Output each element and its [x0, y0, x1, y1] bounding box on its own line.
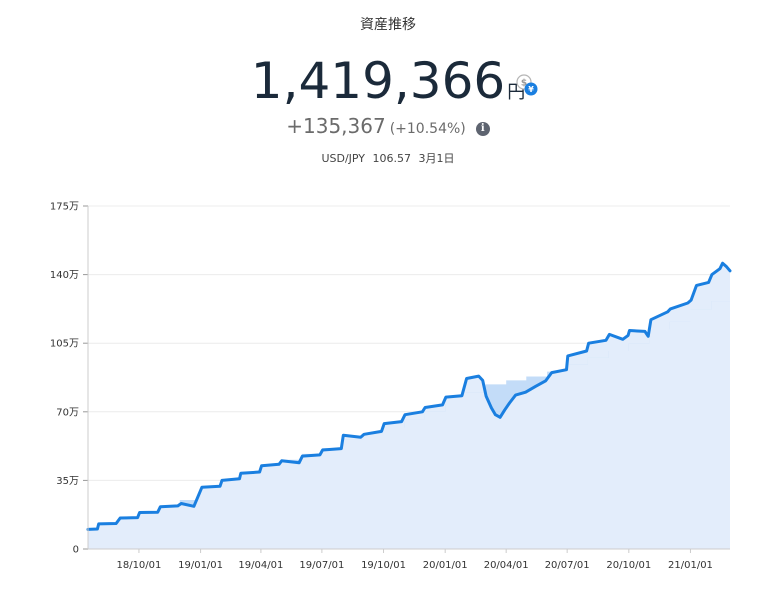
svg-text:$: $	[521, 79, 527, 89]
x-tick-label: 19/07/01	[299, 560, 344, 571]
chart-areas	[88, 263, 730, 549]
fx-pair: USD/JPY	[321, 152, 366, 165]
x-tick-label: 20/07/01	[545, 560, 590, 571]
chart-lines	[86, 261, 732, 531]
y-tick-label: 70万	[56, 407, 79, 418]
y-tick-label: 35万	[56, 476, 79, 487]
asset-chart: 0 35万 70万 105万 140万 175万 18/10/01 19/01/01 19/0…	[50, 202, 732, 571]
change-value: +135,367	[286, 114, 386, 138]
market-value-line	[86, 261, 732, 531]
x-tick-label: 19/10/01	[361, 560, 406, 571]
change-percent: (+10.54%)	[389, 121, 466, 137]
fx-date: 3月1日	[418, 152, 455, 165]
x-axis: 18/10/01 19/01/01 19/04/01 19/07/01 19/10/01…	[88, 548, 730, 571]
y-tick-label: 0	[73, 545, 79, 556]
x-tick-label: 20/04/01	[484, 560, 529, 571]
x-tick-label: 18/10/01	[116, 560, 161, 571]
page-title: 資産推移	[360, 17, 416, 33]
fx-rate: 106.57	[372, 152, 412, 165]
x-tick-label: 21/01/01	[668, 560, 713, 571]
svg-text:¥: ¥	[528, 85, 534, 94]
x-tick-label: 20/01/01	[423, 560, 468, 571]
total-assets: 1,419,366 円	[0, 52, 776, 110]
info-icon[interactable]: i	[475, 122, 490, 136]
y-tick-label: 175万	[50, 202, 79, 213]
x-tick-label: 19/04/01	[238, 560, 283, 571]
y-tick-label: 105万	[50, 339, 79, 350]
market-value-area-overlay	[88, 301, 730, 549]
total-value: 1,419,366	[250, 52, 506, 110]
change-summary: +135,367 (+10.54%) i	[0, 114, 776, 138]
x-tick-label: 19/01/01	[178, 560, 223, 571]
y-axis: 0 35万 70万 105万 140万 175万	[50, 202, 89, 556]
currency-toggle-icon[interactable]: $ ¥	[516, 74, 538, 96]
fx-rate-line: USD/JPY 106.57 3月1日	[0, 150, 776, 166]
y-tick-label: 140万	[50, 270, 79, 281]
x-tick-label: 20/10/01	[606, 560, 651, 571]
